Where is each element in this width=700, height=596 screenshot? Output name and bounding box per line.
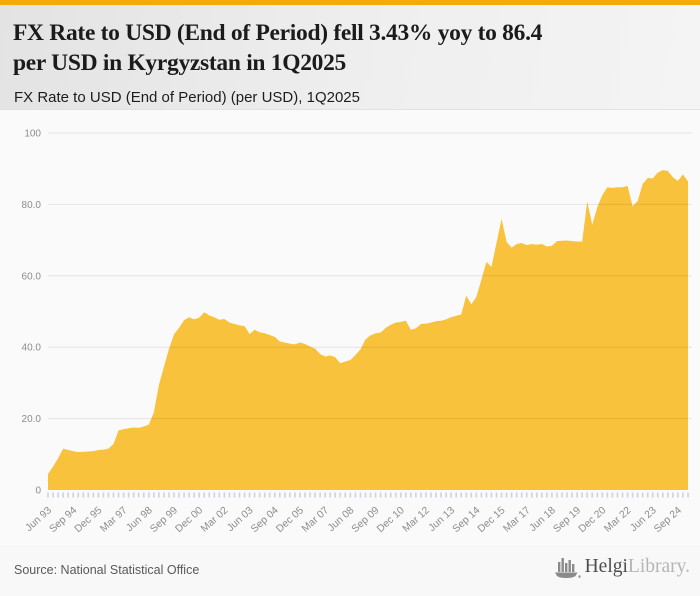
x-axis-label: Sep 24	[652, 505, 684, 535]
x-axis-label: Sep 14	[451, 505, 483, 535]
x-axis-label: Sep 04	[249, 505, 281, 535]
x-axis-label: Dec 15	[476, 505, 508, 535]
page-title: FX Rate to USD (End of Period) fell 3.43…	[13, 18, 689, 78]
page-title-line-2: per USD in Kyrgyzstan in 1Q2025	[13, 50, 346, 76]
x-axis-label: Mar 07	[300, 505, 331, 535]
x-axis-label: Sep 99	[148, 505, 180, 535]
accent-top-bar	[0, 0, 700, 5]
source-note: Source: National Statistical Office	[14, 563, 200, 577]
x-axis-label: Dec 05	[274, 505, 306, 535]
y-axis-label: 80.0	[22, 200, 42, 211]
x-axis-label: Mar 02	[199, 505, 230, 535]
y-axis-label: 20.0	[22, 414, 42, 425]
x-axis-label: Mar 97	[98, 505, 129, 535]
x-axis-label: Dec 00	[174, 505, 206, 535]
x-axis-label: Dec 95	[73, 505, 105, 535]
bar-chart-boat-icon	[554, 558, 581, 578]
x-axis-label: Mar 12	[401, 505, 432, 535]
logo-wordmark: HelgiLibrary.	[585, 555, 690, 579]
x-axis-label: Sep 09	[350, 505, 382, 535]
chart-header: FX Rate to USD (End of Period) fell 3.43…	[0, 5, 700, 110]
y-axis-label: 40.0	[22, 343, 42, 354]
x-axis-label: Sep 94	[48, 505, 80, 535]
y-axis-label: 60.0	[22, 271, 42, 282]
chart-subtitle: FX Rate to USD (End of Period) (per USD)…	[14, 89, 360, 106]
y-axis-label: 100	[24, 129, 41, 140]
chart-container: 100 80.0 60.0 40.0 20.0 0 Jun 93 Sep 94 Dec 95 Ma…	[0, 110, 700, 545]
logo-text-library: Library.	[627, 556, 690, 577]
x-axis-label: Dec 20	[577, 505, 609, 535]
logo-text-helgi: Helgi	[584, 556, 628, 577]
x-axis-label: Sep 19	[552, 505, 584, 535]
x-axis-label: Dec 10	[375, 505, 407, 535]
area-series	[48, 170, 688, 490]
page-title-line-1: FX Rate to USD (End of Period) fell 3.43…	[13, 20, 543, 46]
helgi-library-logo[interactable]: HelgiLibrary.	[554, 555, 690, 579]
y-axis-label: 0	[35, 486, 41, 497]
x-axis-label: Mar 17	[502, 505, 533, 535]
x-axis-label: Mar 22	[602, 505, 633, 535]
